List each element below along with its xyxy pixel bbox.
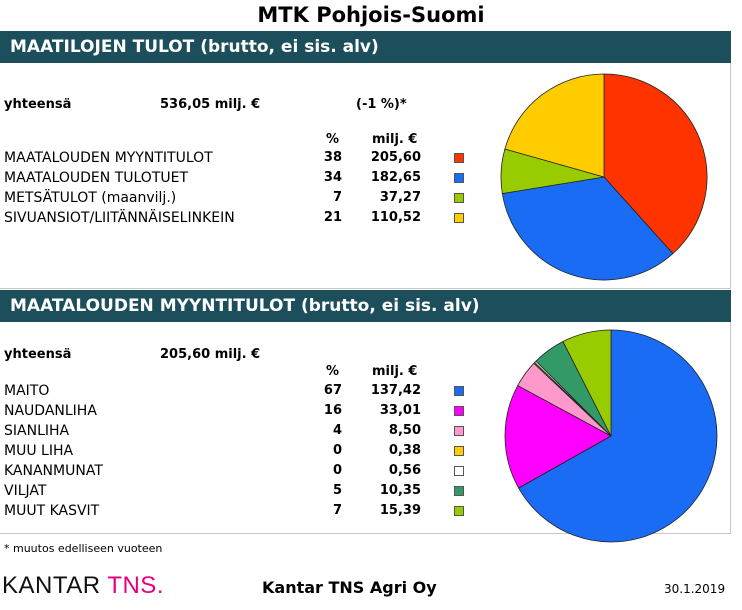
legend-label: MUUT KASVIT [4,503,100,519]
legend-swatch [454,173,464,183]
change-value: (-1 %)* [356,97,407,112]
legend-value: 33,01 [379,403,421,418]
legend-label: SIANLIHA [4,423,70,439]
col-header-value: milj. € [372,132,418,147]
legend-label: METSÄTULOT (maanvilj.) [4,190,177,206]
legend-label: MUU LIHA [4,443,74,459]
company-name: Kantar TNS Agri Oy [262,578,437,597]
legend-value: 15,39 [379,503,421,518]
logo-text: KANTAR [2,572,101,599]
legend-swatch [454,506,464,516]
legend-swatch [454,426,464,436]
legend-pct: 0 [332,463,342,478]
legend-pct: 21 [323,210,342,225]
legend-label: KANANMUNAT [4,463,103,479]
legend-pct: 7 [332,503,342,518]
legend-pct: 34 [323,170,342,185]
legend-swatch [454,466,464,476]
legend-value: 182,65 [370,170,421,185]
legend-value: 0,38 [388,443,421,458]
kantar-tns-logo: KANTAR TNS. [2,573,164,599]
legend-label: VILJAT [4,483,47,499]
total-label-2: yhteensä [4,347,72,362]
total-value-2: 205,60 milj. € [160,347,261,362]
legend-swatch [454,153,464,163]
footnote: * muutos edelliseen vuoteen [4,542,163,555]
legend-pct: 0 [332,443,342,458]
legend-pct: 5 [332,483,342,498]
legend-swatch [454,193,464,203]
section-header-farm-income: MAATILOJEN TULOT (brutto, ei sis. alv) [0,31,731,63]
section-header-sales-income: MAATALOUDEN MYYNTITULOT (brutto, ei sis.… [0,290,731,322]
col-header-value-2: milj. € [372,364,418,379]
legend-label: MAATALOUDEN TULOTUET [4,170,189,186]
section-2-frame [0,322,731,534]
legend-value: 10,35 [379,483,421,498]
total-value: 536,05 milj. € [160,97,261,112]
legend-swatch [454,406,464,416]
legend-value: 137,42 [370,383,421,398]
legend-value: 37,27 [379,190,421,205]
page-title: MTK Pohjois-Suomi [257,3,485,27]
report-date: 30.1.2019 [664,582,726,596]
legend-pct: 4 [332,423,342,438]
legend-pct: 38 [323,150,342,165]
legend-swatch [454,486,464,496]
col-header-pct-2: % [326,364,340,379]
legend-label: MAITO [4,383,50,399]
legend-value: 110,52 [370,210,421,225]
legend-label: SIVUANSIOT/LIITÄNNÄISELINKEIN [4,210,235,226]
legend-pct: 7 [332,190,342,205]
legend-pct: 16 [323,403,342,418]
legend-label: NAUDANLIHA [4,403,97,419]
total-label: yhteensä [4,97,72,112]
legend-swatch [454,386,464,396]
section-1-frame [0,63,731,289]
col-header-pct: % [326,132,340,147]
legend-pct: 67 [323,383,342,398]
legend-swatch [454,446,464,456]
legend-swatch [454,213,464,223]
legend-value: 0,56 [388,463,421,478]
logo-accent: TNS. [107,572,164,599]
legend-value: 205,60 [370,150,421,165]
legend-label: MAATALOUDEN MYYNTITULOT [4,150,213,166]
legend-value: 8,50 [388,423,421,438]
